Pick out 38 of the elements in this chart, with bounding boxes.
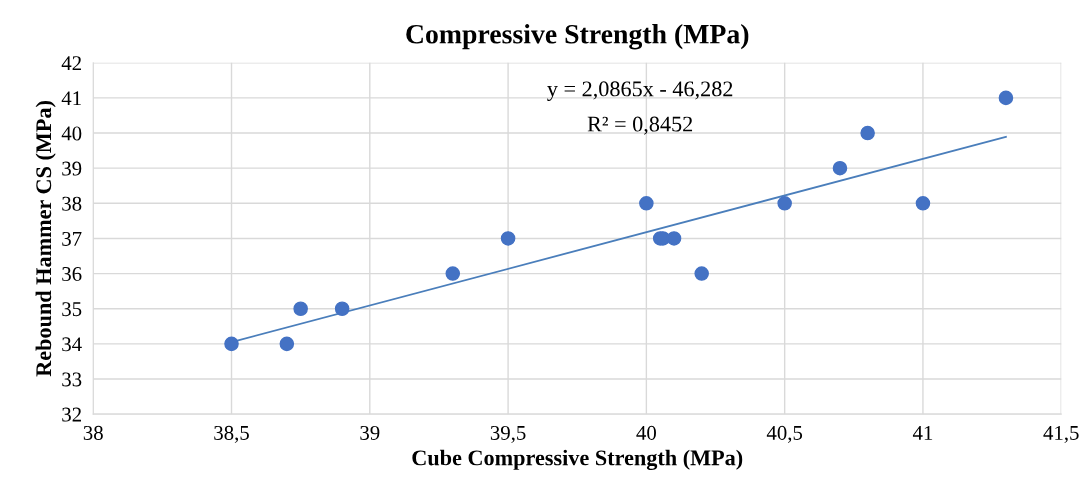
annotation: R² = 0,8452 — [587, 116, 693, 135]
point — [224, 336, 239, 352]
point — [666, 231, 682, 246]
x-tick-label: 39 — [360, 425, 380, 440]
x-tick-label: 41,5 — [1043, 425, 1079, 443]
x-tick-label: 41 — [912, 425, 933, 440]
point — [293, 301, 308, 317]
x-tick-label: 40 — [636, 425, 656, 440]
y-tick-label: 34 — [62, 337, 82, 352]
y-tick-label: 39 — [62, 161, 82, 176]
point — [860, 125, 875, 141]
chart-title: Compressive Strength (MPa) — [406, 24, 749, 50]
y-tick-label: 36 — [62, 267, 82, 282]
point — [334, 301, 350, 317]
point — [694, 266, 709, 281]
y-tick-label: 32 — [62, 407, 81, 422]
y-tick-label: 40 — [61, 126, 82, 141]
point — [500, 231, 516, 246]
y-tick-label: 37 — [62, 231, 82, 246]
x-axis-title: Cube Compressive Strength (MPa) — [412, 449, 743, 471]
y-tick-label: 38 — [62, 196, 82, 211]
y-tick-label: 35 — [62, 302, 82, 317]
y-axis-title: Rebound Hammer CS (MPa) — [35, 101, 56, 377]
point — [445, 266, 461, 281]
annotation: y = 2,0865x - 46,282 — [547, 81, 733, 101]
y-tick-label: 42 — [61, 56, 81, 70]
point — [915, 196, 931, 211]
y-tick-label: 41 — [61, 91, 81, 106]
point — [998, 90, 1014, 106]
x-tick-label: 40,5 — [766, 425, 803, 443]
x-tick-label: 38,5 — [214, 425, 249, 443]
x-tick-label: 39,5 — [490, 425, 526, 443]
point — [639, 196, 654, 211]
x-tick-label: 38 — [83, 425, 103, 440]
point — [832, 160, 848, 176]
y-tick-label: 33 — [62, 372, 82, 387]
point — [777, 196, 792, 211]
point — [279, 336, 295, 352]
